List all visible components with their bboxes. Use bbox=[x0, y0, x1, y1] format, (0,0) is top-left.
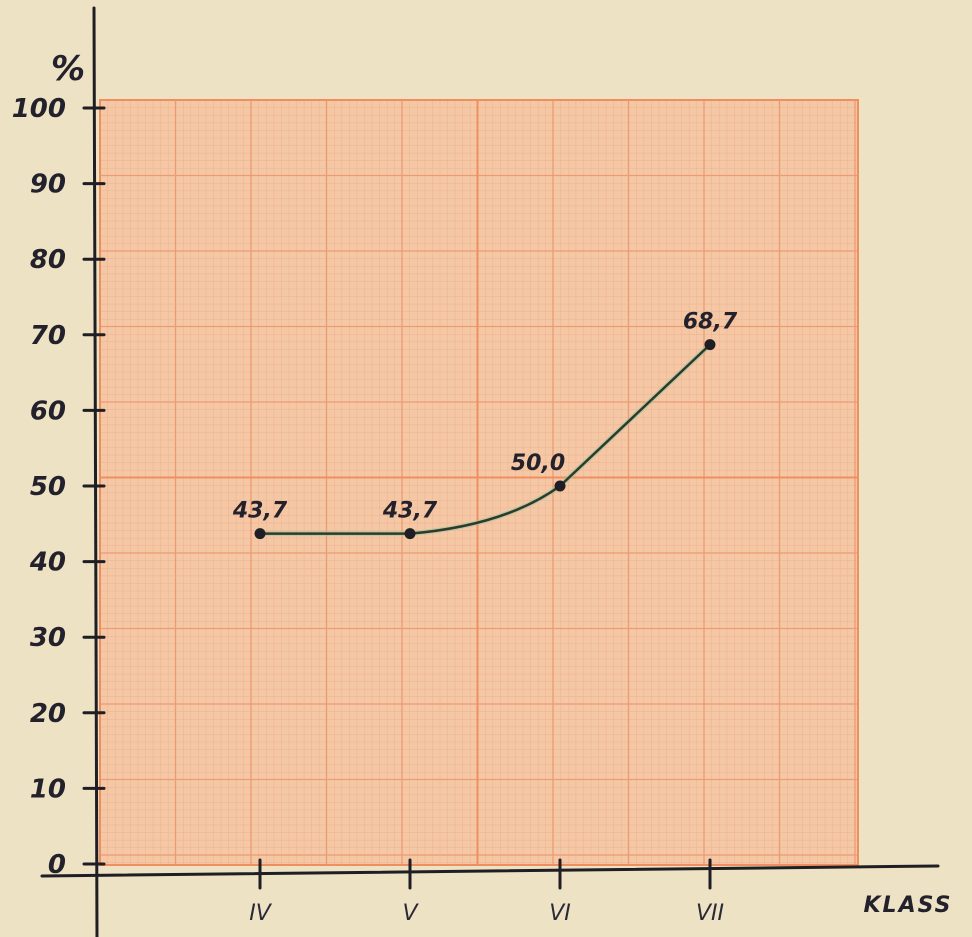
series-line bbox=[260, 343, 711, 535]
y-tick-label: 40 bbox=[29, 548, 66, 578]
y-tick-label: 20 bbox=[30, 699, 66, 729]
x-axis bbox=[40, 864, 940, 878]
x-tick-label: VI bbox=[549, 901, 571, 926]
data-label: 43,7 bbox=[382, 499, 438, 524]
y-tick-label: 50 bbox=[30, 472, 66, 502]
labels: 0 10 20 30 40 50 60 70 80 90 100 IV V VI VII% KLASS 43,7… bbox=[12, 49, 953, 926]
y-tick-label: 90 bbox=[30, 170, 66, 200]
x-tick-label: VII bbox=[696, 901, 724, 926]
graph-paper bbox=[99, 99, 859, 866]
data-point bbox=[704, 339, 716, 351]
y-tick-label: 0 bbox=[48, 850, 66, 880]
y-tick-label: 60 bbox=[30, 396, 66, 426]
data-point bbox=[554, 480, 566, 492]
x-axis-label: KLASS bbox=[864, 893, 953, 918]
y-tick-label: 10 bbox=[30, 774, 66, 804]
data-label: 43,7 bbox=[232, 499, 288, 524]
y-tick-label: 80 bbox=[30, 245, 66, 275]
y-axis bbox=[92, 6, 99, 937]
graph-paper-border bbox=[99, 99, 859, 866]
data-series bbox=[254, 339, 716, 540]
y-tick-label: 30 bbox=[30, 623, 66, 653]
axes bbox=[40, 6, 940, 937]
y-axis-label: % bbox=[51, 49, 85, 89]
data-label: 68,7 bbox=[683, 310, 738, 335]
y-tick-label: 100 bbox=[12, 94, 66, 124]
data-label: 50,0 bbox=[511, 451, 565, 476]
graph-paper-fine-grid bbox=[100, 100, 858, 865]
x-tick-label: IV bbox=[249, 901, 272, 926]
data-point bbox=[404, 528, 416, 540]
y-tick-label: 70 bbox=[30, 321, 66, 351]
data-point bbox=[254, 528, 266, 540]
x-tick-label: V bbox=[402, 901, 419, 926]
